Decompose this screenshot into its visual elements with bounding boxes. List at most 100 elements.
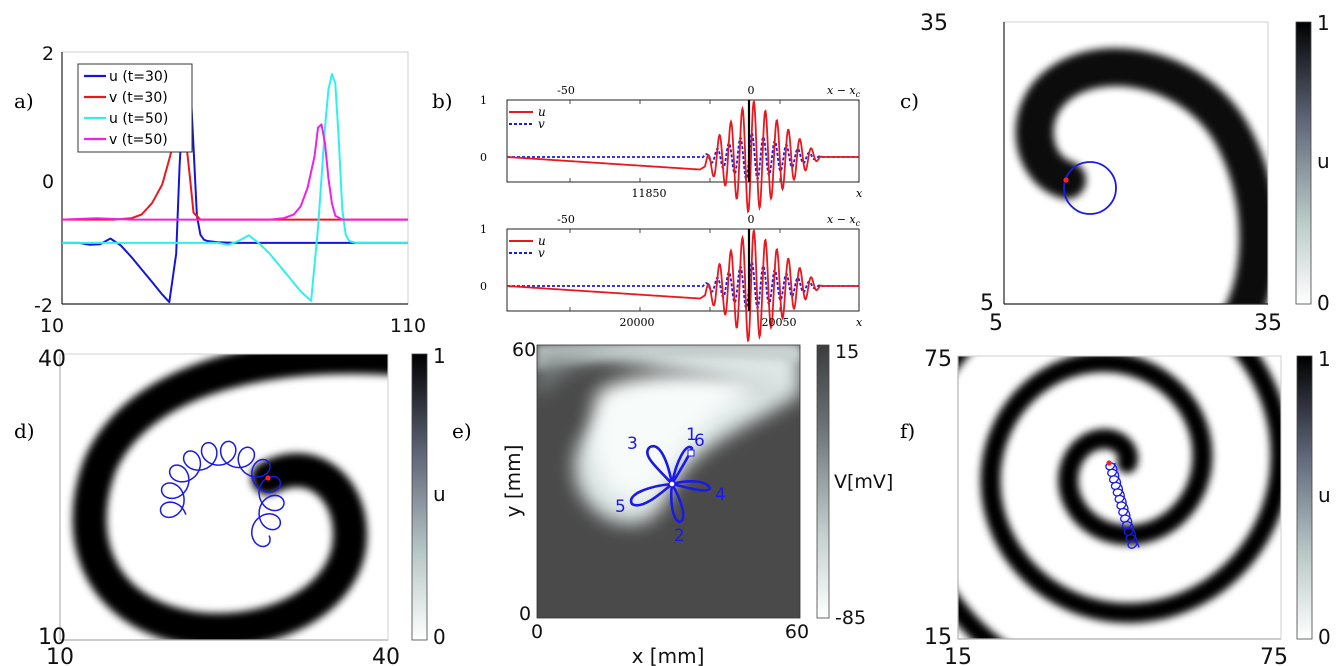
d-ytick-top: 40 [38, 347, 66, 372]
b-bottom-ytick-1: 1 [480, 223, 487, 236]
b-bottom-toptick-0: 0 [748, 213, 755, 226]
c-colorbar-bar [1295, 21, 1312, 305]
f-xtick-right: 75 [1260, 645, 1288, 666]
b-bottom-toptick-neg50: -50 [557, 213, 575, 226]
b-bottom-legend-v: v [538, 246, 545, 260]
b-bottom-legend: u v [509, 234, 546, 260]
b-top-ytick-1: 1 [480, 94, 487, 107]
e-tip-path [629, 444, 712, 524]
e-start-marker [687, 449, 695, 457]
b-top-bottomtick: 11850 [632, 187, 667, 200]
panel-label-d: d) [14, 419, 35, 443]
b-top-frame [506, 99, 860, 183]
e-ytick-top: 60 [512, 339, 536, 361]
panel-c: 35 5 5 35 1 u 0 [920, 11, 1330, 336]
e-colorbar-tick-top: 15 [835, 341, 859, 363]
c-xtick-left: 5 [989, 311, 1003, 336]
e-xtick-left: 0 [531, 621, 543, 643]
a-xtick-10: 10 [40, 315, 64, 337]
e-ylabel: y [mm] [501, 445, 525, 518]
c-colorbar-tick-1: 1 [1317, 11, 1330, 35]
b-top-curves-u-line [507, 99, 859, 214]
b-bottom-curves-u-line [507, 228, 859, 343]
f-tip-trajectory [1105, 462, 1140, 549]
c-colorbar: 1 u 0 [1295, 11, 1330, 315]
b-top-toptick-neg50: -50 [557, 84, 575, 97]
f-xtick-left: 15 [944, 645, 972, 666]
e-colorbar-label: V[mV] [834, 471, 893, 493]
panel-label-b: b) [432, 89, 453, 113]
d-colorbar-label: u [433, 482, 446, 506]
b-top-ytick-0: 0 [480, 151, 487, 164]
c-tip-trajectory [1063, 161, 1117, 215]
b-top-legend-u: u [538, 105, 546, 119]
a-xtick-110: 110 [390, 315, 426, 337]
c-xtick-right: 35 [1254, 311, 1282, 336]
d-tip-marker [265, 475, 271, 481]
a-ytick-neg2: -2 [34, 295, 53, 317]
c-spiral [1015, 48, 1268, 304]
a-legend: u (t=30) v (t=30) u (t=50) v (t=50) [77, 63, 193, 153]
panel-f: 75 15 15 75 1 u 0 [924, 347, 1331, 666]
panel-b-bottom: 1 0 -50 0 x − xc 20000 20050 x u v [480, 213, 863, 343]
a-legend-label-u50: u (t=50) [109, 111, 168, 127]
e-xtick-right: 60 [785, 621, 809, 643]
e-field [537, 345, 800, 618]
b-bottom-bottom-label: x [856, 316, 863, 329]
d-colorbar-tick-0: 0 [433, 625, 446, 649]
e-ytick-bottom: 0 [519, 603, 531, 625]
b-top-top-label: x − xc [827, 84, 861, 99]
e-annot-5: 5 [615, 497, 626, 517]
f-colorbar-tick-1: 1 [1318, 347, 1331, 371]
a-legend-label-v30: v (t=30) [109, 90, 168, 106]
e-annot-2: 2 [674, 526, 685, 546]
d-ytick-bottom: 10 [38, 625, 66, 650]
panel-label-a: a) [14, 89, 34, 113]
c-ytick-top: 35 [920, 11, 948, 36]
b-bottom-top-label: x − xc [827, 213, 861, 228]
b-bottom-ytick-0: 0 [480, 280, 487, 293]
panel-b-top: 1 0 -50 0 x − xc 11850 x u v [480, 84, 863, 214]
panel-e: 1 6 3 5 2 4 60 0 0 60 x [mm] y [mm] 15 V… [501, 339, 893, 666]
f-colorbar-tick-0: 0 [1318, 625, 1331, 649]
b-bottom-legend-u: u [538, 234, 546, 248]
e-colorbar-tick-bottom: -85 [835, 607, 866, 629]
e-colorbar: 15 V[mV] -85 [816, 341, 893, 629]
b-bottom-bottomtick-20050: 20050 [762, 316, 797, 329]
b-top-legend: u v [509, 105, 546, 131]
panel-label-c: c) [900, 89, 919, 113]
d-colorbar-tick-1: 1 [433, 344, 446, 368]
a-legend-label-u30: u (t=30) [109, 69, 168, 85]
d-spiral [72, 354, 388, 640]
a-series-line-3 [61, 123, 408, 221]
e-annot-6: 6 [694, 431, 705, 451]
e-xlabel: x [mm] [632, 644, 705, 666]
e-annot-1: 1 [686, 425, 697, 445]
b-top-bottom-label: x [856, 187, 863, 200]
d-tip-trajectory [159, 440, 285, 548]
a-ytick-2: 2 [42, 43, 54, 65]
b-top-legend-v: v [538, 117, 545, 131]
a-legend-label-v50: v (t=50) [109, 132, 168, 148]
panel-label-e: e) [452, 419, 472, 443]
f-colorbar-label: u [1318, 483, 1331, 507]
b-bottom-curves-v-line [507, 260, 859, 310]
b-bottom-frame [506, 228, 860, 312]
b-bottom-bottomtick-20000: 20000 [620, 316, 655, 329]
c-colorbar-tick-0: 0 [1317, 291, 1330, 315]
panel-label-f: f) [900, 419, 915, 443]
panel-d: 40 10 10 40 1 u 0 [38, 344, 446, 666]
f-spiral [958, 356, 1281, 639]
f-tip-marker [1106, 460, 1112, 466]
c-ytick-bottom: 5 [980, 291, 994, 316]
b-top-curves-v-line [507, 131, 859, 181]
e-annot-3: 3 [627, 434, 638, 454]
c-colorbar-label: u [1317, 149, 1330, 173]
a-series-line-2 [62, 73, 408, 302]
e-center-marker [668, 480, 676, 488]
a-ytick-0: 0 [42, 171, 54, 193]
f-ytick-bottom: 15 [924, 625, 952, 650]
f-ytick-top: 75 [924, 347, 952, 372]
f-colorbar: 1 u 0 [1296, 347, 1331, 649]
